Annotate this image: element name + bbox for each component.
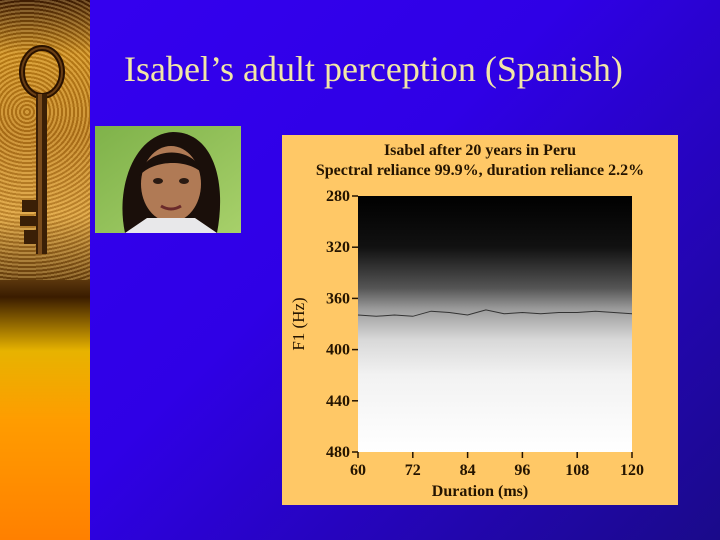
y-tick-label: 360 bbox=[326, 290, 350, 307]
plot-area bbox=[358, 196, 632, 452]
y-tick-label: 320 bbox=[326, 239, 350, 256]
y-axis-label: F1 (Hz) bbox=[289, 297, 308, 350]
x-axis: 60 72 84 96 108 120 bbox=[350, 452, 644, 479]
chart-svg: Isabel after 20 years in Peru Spectral r… bbox=[289, 142, 644, 500]
chart-panel: Isabel after 20 years in Peru Spectral r… bbox=[282, 135, 678, 505]
x-tick-label: 96 bbox=[514, 462, 530, 479]
chart-title: Isabel after 20 years in Peru bbox=[384, 142, 576, 159]
x-tick-label: 60 bbox=[350, 462, 366, 479]
boundary-line bbox=[357, 309, 633, 317]
y-tick-label: 400 bbox=[326, 342, 350, 359]
x-tick-label: 72 bbox=[405, 462, 421, 479]
x-tick-label: 120 bbox=[620, 462, 644, 479]
y-tick-label: 440 bbox=[326, 393, 350, 410]
x-tick-label: 84 bbox=[460, 462, 476, 479]
decorative-strip bbox=[0, 0, 90, 540]
chart-subtitle: Spectral reliance 99.9%, duration relian… bbox=[316, 162, 644, 179]
y-tick-label: 280 bbox=[326, 188, 350, 205]
slide-title: Isabel’s adult perception (Spanish) bbox=[124, 49, 623, 89]
portrait-photo bbox=[95, 126, 241, 233]
x-axis-label: Duration (ms) bbox=[432, 483, 528, 500]
y-tick-label: 480 bbox=[326, 444, 350, 461]
y-axis: 280 320 360 400 440 480 bbox=[326, 188, 358, 461]
x-tick-label: 108 bbox=[565, 462, 589, 479]
key-icon bbox=[19, 45, 65, 254]
